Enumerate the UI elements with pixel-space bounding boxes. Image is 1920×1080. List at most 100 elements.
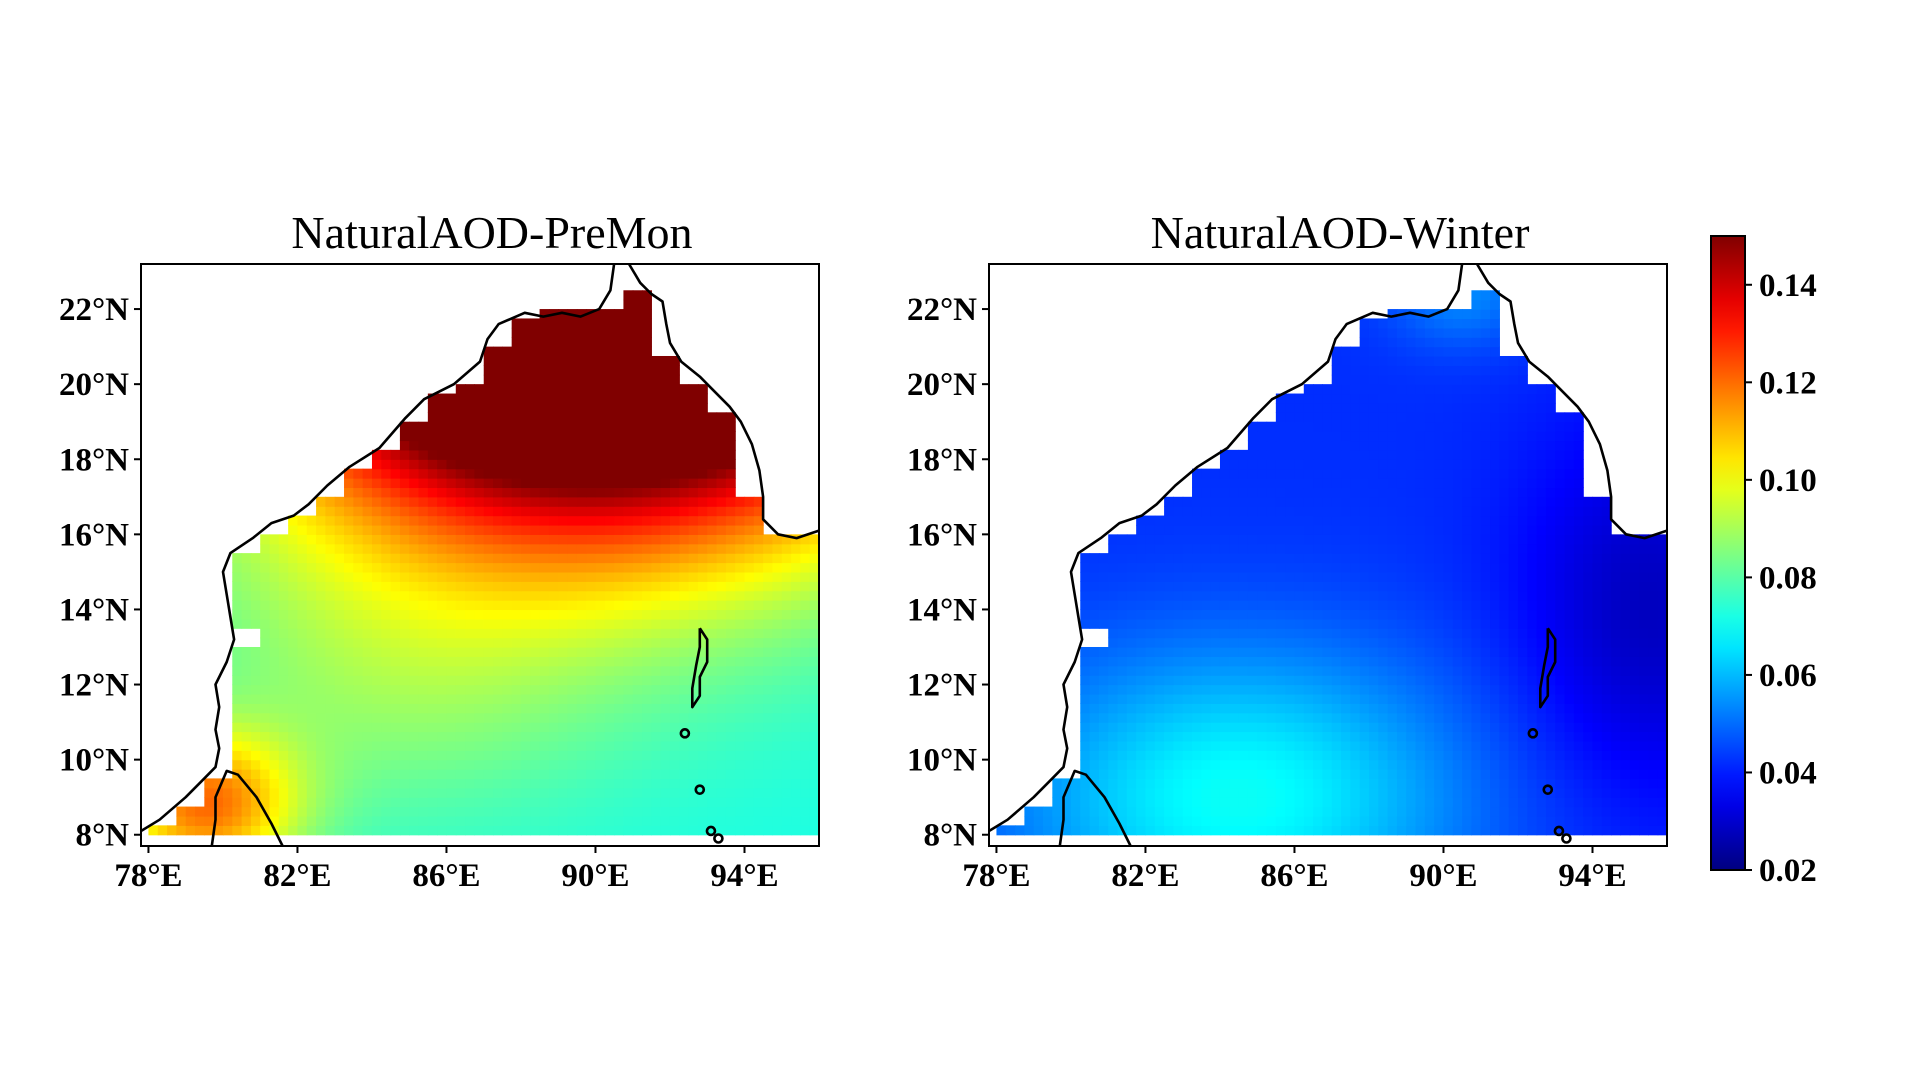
field-cell bbox=[1462, 553, 1473, 564]
field-cell bbox=[1536, 618, 1547, 629]
field-cell bbox=[399, 581, 410, 592]
field-cell bbox=[306, 712, 317, 723]
field-cell bbox=[1154, 825, 1165, 836]
field-cell bbox=[334, 787, 345, 798]
field-cell bbox=[1210, 562, 1221, 573]
field-cell bbox=[1368, 637, 1379, 648]
field-cell bbox=[1154, 769, 1165, 780]
field-cell bbox=[1266, 759, 1277, 770]
field-cell bbox=[1303, 778, 1314, 789]
field-cell bbox=[493, 355, 503, 366]
field-cell bbox=[688, 665, 699, 676]
field-cell bbox=[446, 590, 457, 601]
field-cell bbox=[1098, 693, 1109, 704]
field-cell bbox=[1545, 750, 1556, 761]
field-cell bbox=[427, 571, 438, 582]
field-cell bbox=[1145, 712, 1156, 723]
field-cell bbox=[1443, 637, 1454, 648]
field-cell bbox=[1378, 759, 1389, 770]
field-cell bbox=[660, 759, 671, 770]
field-cell bbox=[1341, 675, 1351, 686]
field-cell bbox=[297, 628, 308, 639]
field-cell bbox=[1406, 787, 1417, 798]
field-cell bbox=[520, 806, 531, 817]
field-cell bbox=[1424, 543, 1435, 554]
field-cell bbox=[493, 412, 503, 423]
field-cell bbox=[176, 815, 187, 826]
field-cell bbox=[1322, 703, 1333, 714]
field-cell bbox=[576, 318, 587, 329]
field-cell bbox=[1359, 637, 1370, 648]
field-cell bbox=[1285, 628, 1296, 639]
field-cell bbox=[502, 787, 513, 798]
field-cell bbox=[511, 637, 522, 648]
field-cell bbox=[1164, 675, 1174, 686]
field-cell bbox=[1508, 693, 1519, 704]
field-cell bbox=[1173, 703, 1184, 714]
field-cell bbox=[1490, 740, 1500, 751]
field-cell bbox=[1303, 553, 1314, 564]
field-cell bbox=[1471, 769, 1482, 780]
field-cell bbox=[1229, 806, 1240, 817]
field-cell bbox=[1322, 571, 1333, 582]
field-cell bbox=[455, 628, 466, 639]
field-cell bbox=[1145, 769, 1156, 780]
field-cell bbox=[753, 693, 764, 704]
field-cell bbox=[1229, 712, 1240, 723]
field-cell bbox=[520, 468, 531, 479]
field-cell bbox=[1573, 815, 1584, 826]
field-cell bbox=[614, 421, 625, 432]
field-cell bbox=[1657, 797, 1667, 808]
field-cell bbox=[669, 374, 680, 385]
field-cell bbox=[1341, 637, 1351, 648]
field-cell bbox=[1434, 684, 1445, 695]
field-cell bbox=[567, 459, 578, 470]
field-cell bbox=[1164, 759, 1174, 770]
field-cell bbox=[1527, 815, 1538, 826]
field-cell bbox=[1396, 815, 1407, 826]
field-cell bbox=[669, 384, 680, 395]
field-cell bbox=[1145, 571, 1156, 582]
field-cell bbox=[390, 637, 401, 648]
field-cell bbox=[520, 750, 531, 761]
field-cell bbox=[595, 562, 606, 573]
field-cell bbox=[260, 600, 271, 611]
field-cell bbox=[418, 571, 429, 582]
field-cell bbox=[697, 778, 708, 789]
field-cell bbox=[548, 571, 559, 582]
field-cell bbox=[1583, 806, 1594, 817]
field-cell bbox=[1415, 750, 1426, 761]
field-cell bbox=[1275, 506, 1286, 517]
field-cell bbox=[1657, 590, 1667, 601]
field-cell bbox=[669, 769, 680, 780]
field-cell bbox=[1601, 571, 1612, 582]
field-cell bbox=[325, 675, 336, 686]
field-cell bbox=[679, 665, 690, 676]
field-cell bbox=[1406, 675, 1417, 686]
field-cell bbox=[362, 769, 373, 780]
field-cell bbox=[623, 421, 634, 432]
field-cell bbox=[1396, 600, 1407, 611]
field-cell bbox=[1471, 637, 1482, 648]
field-cell bbox=[399, 646, 410, 657]
field-cell bbox=[1136, 600, 1147, 611]
field-cell bbox=[297, 750, 308, 761]
field-cell bbox=[567, 646, 578, 657]
field-cell bbox=[502, 806, 513, 817]
field-cell bbox=[269, 581, 280, 592]
field-cell bbox=[1396, 769, 1407, 780]
field-cell bbox=[316, 684, 326, 695]
field-cell bbox=[1257, 571, 1268, 582]
field-cell bbox=[474, 393, 485, 404]
field-cell bbox=[558, 769, 569, 780]
field-cell bbox=[576, 646, 587, 657]
field-cell bbox=[474, 524, 485, 535]
field-cell bbox=[1108, 553, 1119, 564]
field-cell bbox=[1117, 571, 1128, 582]
field-cell bbox=[697, 543, 708, 554]
field-cell bbox=[511, 750, 522, 761]
field-cell bbox=[1052, 806, 1063, 817]
field-cell bbox=[1443, 562, 1454, 573]
field-cell bbox=[1229, 571, 1240, 582]
field-cell bbox=[344, 524, 354, 535]
